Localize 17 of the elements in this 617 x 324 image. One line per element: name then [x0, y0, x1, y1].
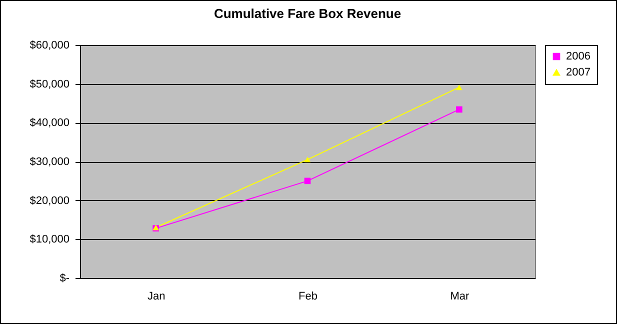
- y-tick-label: $20,000: [30, 194, 70, 207]
- x-tick-label: Mar: [450, 290, 470, 302]
- point: [456, 84, 462, 90]
- legend-label: 2006: [566, 50, 590, 62]
- y-tick-label: $10,000: [30, 234, 70, 246]
- y-tick-label: $-: [60, 272, 70, 284]
- legend-label: 2007: [566, 66, 590, 78]
- y-tick-label: $50,000: [30, 78, 70, 90]
- x-tick-label: Feb: [298, 290, 318, 302]
- y-tick-label: $40,000: [30, 117, 70, 130]
- y-tick-label: $60,000: [30, 40, 70, 52]
- point: [304, 178, 311, 184]
- chart-title: Cumulative Fare Box Revenue: [214, 6, 402, 21]
- point: [456, 106, 462, 113]
- y-tick-label: $30,000: [30, 156, 70, 168]
- x-tick-label: Jan: [147, 290, 166, 302]
- point: [304, 156, 311, 162]
